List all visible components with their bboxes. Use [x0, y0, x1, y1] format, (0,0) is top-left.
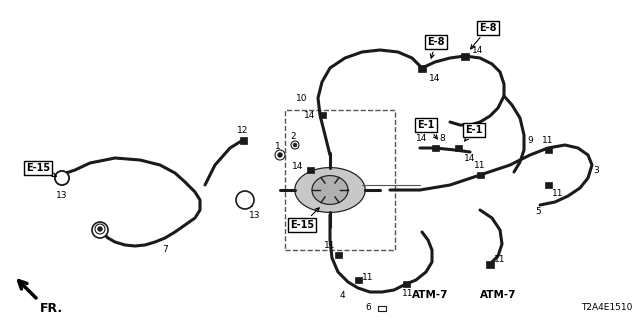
Text: 11: 11 [552, 188, 564, 197]
Circle shape [95, 224, 105, 234]
Circle shape [291, 141, 299, 149]
Bar [355, 277, 362, 283]
Text: 11: 11 [474, 161, 486, 170]
Text: 14: 14 [292, 162, 304, 171]
Bar [486, 260, 494, 268]
Bar [431, 145, 438, 151]
Text: 11: 11 [494, 255, 506, 265]
Text: 14: 14 [472, 45, 484, 54]
Text: E-8: E-8 [428, 37, 445, 58]
Text: 8: 8 [439, 133, 445, 142]
Bar [239, 137, 246, 143]
Circle shape [98, 227, 102, 231]
Text: 11: 11 [403, 290, 413, 299]
Bar [545, 147, 552, 153]
Text: 3: 3 [593, 165, 599, 174]
Bar [307, 167, 314, 173]
Circle shape [55, 171, 69, 185]
Text: 13: 13 [56, 190, 68, 199]
Bar [238, 194, 252, 206]
Circle shape [236, 191, 254, 209]
Bar [454, 145, 461, 151]
Polygon shape [295, 168, 365, 212]
Circle shape [92, 222, 108, 238]
Text: FR.: FR. [40, 302, 63, 315]
Text: 14: 14 [304, 110, 316, 119]
Bar [319, 112, 326, 118]
Text: 11: 11 [362, 274, 374, 283]
Text: 14: 14 [416, 133, 428, 142]
Bar [418, 65, 426, 71]
Circle shape [55, 171, 69, 185]
Text: E-1: E-1 [465, 125, 483, 141]
Circle shape [275, 150, 285, 160]
Text: 10: 10 [296, 93, 308, 102]
Text: 1: 1 [275, 141, 281, 150]
Polygon shape [312, 176, 348, 204]
Bar [545, 182, 552, 188]
Text: 2: 2 [290, 132, 296, 140]
Text: E-15: E-15 [290, 208, 319, 230]
Text: 9: 9 [527, 135, 533, 145]
Text: 11: 11 [542, 135, 554, 145]
Text: T2A4E1510: T2A4E1510 [580, 303, 632, 312]
Text: 11: 11 [324, 241, 336, 250]
Text: E-8: E-8 [470, 23, 497, 49]
Bar [477, 172, 483, 178]
Text: 7: 7 [162, 245, 168, 254]
Text: 14: 14 [429, 74, 441, 83]
Bar [335, 252, 342, 258]
Text: E-1: E-1 [417, 120, 438, 139]
Text: 12: 12 [237, 125, 249, 134]
Bar [403, 281, 410, 287]
Bar [461, 52, 469, 60]
Text: ATM-7: ATM-7 [412, 290, 448, 300]
Text: 4: 4 [339, 291, 345, 300]
Text: 13: 13 [249, 211, 260, 220]
Bar [378, 306, 386, 310]
Text: E-15: E-15 [26, 163, 56, 177]
Bar [285, 110, 395, 250]
Text: ATM-7: ATM-7 [480, 290, 516, 300]
Text: 6: 6 [365, 302, 371, 311]
Text: 5: 5 [535, 207, 541, 217]
Circle shape [293, 143, 297, 147]
Circle shape [278, 153, 282, 157]
Text: 14: 14 [464, 154, 476, 163]
